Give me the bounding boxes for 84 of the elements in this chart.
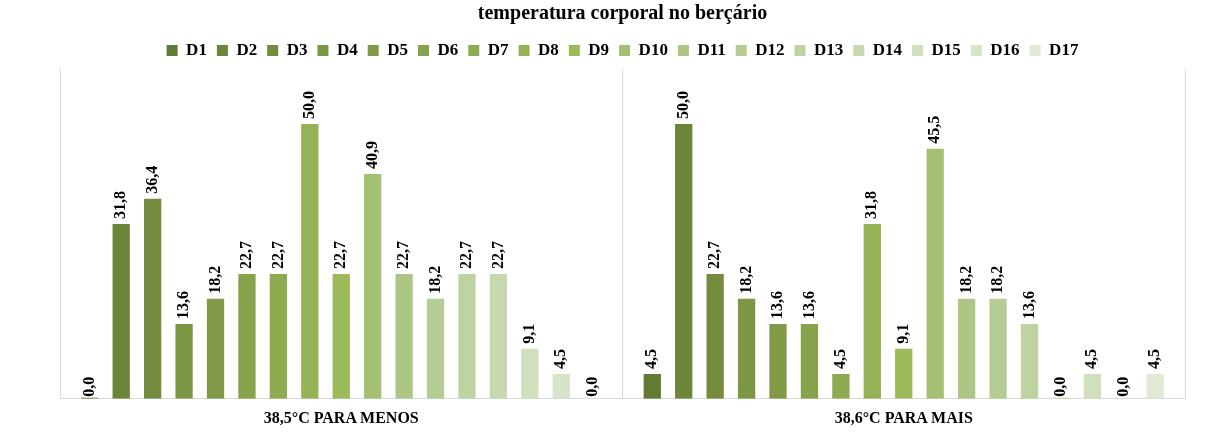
data-label: 4,5 <box>1082 349 1100 370</box>
legend-label: D8 <box>538 39 559 59</box>
data-label: 4,5 <box>831 349 849 370</box>
data-label: 22,7 <box>457 241 475 270</box>
data-label: 13,6 <box>768 291 786 320</box>
bar <box>895 348 913 399</box>
data-label: 9,1 <box>519 323 537 344</box>
bar <box>269 274 288 399</box>
data-label: 9,1 <box>893 323 911 344</box>
bar <box>301 123 319 399</box>
legend-label: D7 <box>487 39 510 59</box>
bar <box>332 274 350 399</box>
data-label: 50,0 <box>299 90 317 119</box>
data-label: 40,9 <box>362 140 380 169</box>
data-label: 31,8 <box>111 191 129 220</box>
data-label: 45,5 <box>925 115 943 144</box>
bar <box>175 324 193 399</box>
bar <box>643 374 661 399</box>
legend-label: D9 <box>588 39 610 59</box>
data-label: 4,5 <box>1145 349 1163 370</box>
bar <box>675 123 693 399</box>
data-label: 18,2 <box>988 265 1006 294</box>
bar <box>144 198 162 399</box>
bar <box>521 348 539 399</box>
data-label: 0,0 <box>79 376 97 397</box>
bar <box>706 274 724 399</box>
legend-label: D2 <box>236 39 258 59</box>
legend-label: D5 <box>387 39 408 59</box>
bar <box>426 298 445 399</box>
bar <box>458 274 476 399</box>
bar <box>957 298 976 399</box>
bar <box>737 298 756 399</box>
data-label: 22,7 <box>394 241 412 270</box>
bar <box>1020 324 1039 399</box>
data-label: 4,5 <box>551 349 569 370</box>
data-label: 22,7 <box>488 241 506 270</box>
bar <box>863 224 881 399</box>
bar <box>364 173 382 399</box>
data-label: 36,4 <box>142 165 160 194</box>
data-label: 13,6 <box>174 291 192 320</box>
bar <box>206 298 225 399</box>
data-label: 22,7 <box>331 241 349 270</box>
bar <box>552 374 570 399</box>
data-label: 0,0 <box>582 376 600 397</box>
bar <box>800 324 819 399</box>
bar <box>112 224 130 399</box>
legend-label: D14 <box>872 39 903 59</box>
bar <box>395 274 413 399</box>
bar <box>832 374 850 399</box>
data-label: 18,2 <box>956 265 974 294</box>
data-label: 50,0 <box>673 90 691 119</box>
data-label: 18,2 <box>425 265 443 294</box>
legend-label: D6 <box>437 39 459 59</box>
legend-label: D10 <box>638 39 668 59</box>
data-label: 22,7 <box>705 241 723 270</box>
data-label: 22,7 <box>268 241 286 270</box>
legend-label: D11 <box>697 39 726 59</box>
legend-label: D15 <box>931 39 961 59</box>
x-tick-label: 38,5°C PARA MENOS <box>263 408 419 426</box>
data-label: 31,8 <box>862 191 880 220</box>
legend-label: D16 <box>990 39 1020 59</box>
bar <box>989 298 1007 399</box>
bar <box>1146 374 1164 399</box>
legend-label: D13 <box>814 39 844 59</box>
data-label: 18,2 <box>205 265 223 294</box>
bar <box>1083 374 1101 399</box>
legend-label: D1 <box>186 39 207 59</box>
data-label: 0,0 <box>1051 376 1069 397</box>
data-label: 13,6 <box>1019 291 1037 320</box>
data-label: 0,0 <box>1113 376 1131 397</box>
data-label: 13,6 <box>799 291 817 320</box>
bar <box>769 324 787 399</box>
bar <box>238 274 256 399</box>
x-tick-label: 38,6°C PARA MAIS <box>834 408 973 426</box>
legend-label: D12 <box>755 39 785 59</box>
legend-label: D4 <box>336 39 359 59</box>
bar <box>926 148 944 399</box>
bar <box>489 274 508 399</box>
chart-title: temperatura corporal no berçário <box>477 1 768 25</box>
data-label: 4,5 <box>642 349 660 370</box>
data-label: 22,7 <box>237 241 255 270</box>
legend-label: D3 <box>286 39 308 59</box>
legend-label: D17 <box>1049 39 1079 59</box>
data-label: 18,2 <box>736 265 754 294</box>
